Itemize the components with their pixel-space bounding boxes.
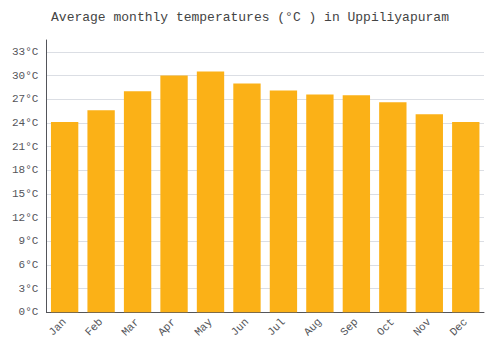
svg-text:Mar: Mar [119,316,141,338]
svg-text:0°C: 0°C [19,306,39,318]
svg-text:30°C: 30°C [12,70,39,82]
svg-text:9°C: 9°C [19,235,39,247]
svg-text:21°C: 21°C [12,141,39,153]
svg-text:Sep: Sep [338,316,360,338]
svg-text:Feb: Feb [83,316,105,338]
svg-text:Jun: Jun [229,316,251,338]
svg-text:Oct: Oct [375,316,397,338]
svg-text:27°C: 27°C [12,93,39,105]
svg-text:Jul: Jul [265,316,287,338]
svg-text:3°C: 3°C [19,283,39,295]
svg-text:Dec: Dec [448,316,470,338]
svg-text:6°C: 6°C [19,259,39,271]
svg-text:18°C: 18°C [12,164,39,176]
svg-text:33°C: 33°C [12,46,39,58]
svg-text:12°C: 12°C [12,212,39,224]
svg-text:Average monthly temperatures (: Average monthly temperatures (°C ) in Up… [51,10,449,25]
svg-text:Nov: Nov [411,316,434,339]
svg-text:Aug: Aug [302,316,324,338]
svg-text:24°C: 24°C [12,117,39,129]
svg-text:May: May [192,316,215,339]
svg-text:Apr: Apr [156,316,178,338]
svg-text:15°C: 15°C [12,188,39,200]
svg-text:Jan: Jan [46,316,68,338]
